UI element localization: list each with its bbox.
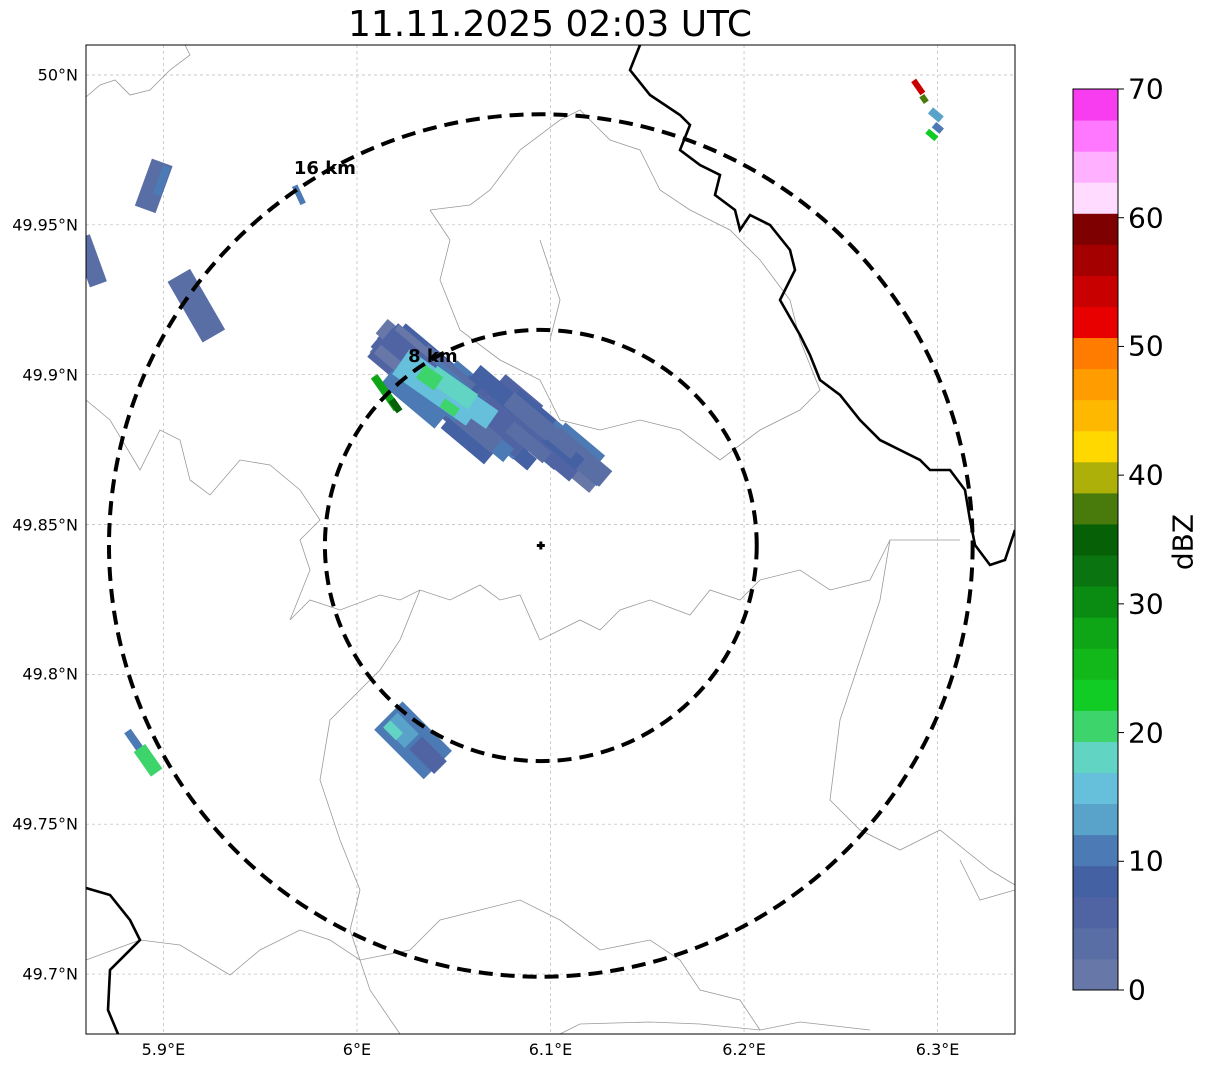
echo-patch [409, 736, 447, 775]
echo-patch [86, 234, 107, 288]
lat-tick-label: 49.9°N [22, 365, 78, 385]
echo-patch [927, 107, 944, 123]
colorbar-segment [1073, 461, 1118, 494]
colorbar-segment [1073, 492, 1118, 525]
colorbar-segment [1073, 89, 1118, 121]
colorbar-segment [1073, 430, 1118, 463]
colorbar-tick-label: 50 [1128, 329, 1164, 363]
colorbar-segment [1073, 244, 1118, 276]
lon-tick-label: 6°E [342, 1040, 372, 1059]
colorbar-segment [1073, 151, 1118, 183]
echo-patch [133, 743, 163, 777]
range-ring-label: 8 km [408, 345, 458, 367]
colorbar-segment [1073, 865, 1118, 898]
colorbar-segment [1073, 958, 1118, 991]
colorbar-tick-label: 40 [1128, 458, 1164, 492]
map-gridlines [86, 45, 1015, 1034]
radar-site-marker [536, 541, 545, 550]
colorbar-tick-label: 70 [1128, 72, 1164, 106]
lat-tick-label: 49.8°N [22, 664, 78, 684]
colorbar-segment [1073, 337, 1118, 370]
lat-tick-label: 49.95°N [12, 215, 78, 235]
colorbar-tick-label: 60 [1128, 201, 1164, 235]
colorbar-segment [1073, 275, 1118, 307]
lon-tick-label: 6.2°E [722, 1040, 766, 1059]
radar-echoes [86, 78, 944, 780]
colorbar-segment [1073, 586, 1118, 618]
range-ring [106, 112, 975, 979]
colorbar-segment [1073, 803, 1118, 836]
colorbar-unit-label: dBZ [1166, 513, 1200, 571]
lat-tick-label: 50°N [37, 65, 78, 85]
echo-patch [167, 268, 226, 343]
lon-tick-label: 6.1°E [528, 1040, 573, 1059]
colorbar-segment [1073, 399, 1118, 432]
colorbar-segment [1073, 710, 1118, 742]
echo-patch [919, 93, 929, 104]
colorbar-segment [1073, 523, 1118, 556]
echo-patch [383, 712, 419, 748]
colorbar-segment [1073, 741, 1118, 774]
echo-patch [505, 421, 552, 464]
lon-tick-label: 5.9°E [141, 1040, 186, 1059]
admin-boundaries [86, 45, 1015, 1034]
colorbar-segment [1073, 555, 1118, 587]
colorbar-tick-label: 30 [1128, 587, 1164, 621]
echo-patch [416, 364, 444, 391]
colorbar-segment [1073, 927, 1118, 960]
echo-patch [440, 413, 497, 465]
colorbar-segment [1073, 120, 1118, 152]
dbz-colorbar [1073, 88, 1124, 991]
colorbar-segment [1073, 834, 1118, 867]
range-ring-label: 16 km [293, 158, 356, 180]
lat-tick-label: 49.85°N [12, 515, 78, 534]
colorbar-segment [1073, 182, 1118, 214]
colorbar-tick-label: 0 [1128, 973, 1146, 1007]
echo-patch [503, 391, 557, 441]
echo-patch [925, 128, 939, 142]
colorbar-tick-label: 10 [1128, 844, 1164, 878]
colorbar-segment [1073, 896, 1118, 929]
map-title: 11.11.2025 02:03 UTC [347, 4, 753, 45]
colorbar-segment [1073, 648, 1118, 680]
range-rings [106, 112, 975, 979]
colorbar-segment [1073, 213, 1118, 245]
colorbar-segment [1073, 617, 1118, 649]
national-border [86, 45, 1015, 1034]
echo-patch [383, 720, 403, 741]
colorbar-segment [1073, 368, 1118, 401]
echo-patch [388, 397, 403, 414]
echo-patch [439, 398, 460, 417]
lon-tick-label: 6.3°E [915, 1040, 960, 1059]
colorbar-segment [1073, 679, 1118, 711]
echo-patch [152, 165, 171, 197]
range-ring [322, 327, 759, 764]
colorbar-segment [1073, 772, 1118, 805]
lat-tick-label: 49.7°N [22, 964, 78, 984]
echo-patch [911, 78, 926, 96]
echo-patch [931, 122, 944, 134]
colorbar-tick-label: 20 [1128, 716, 1164, 750]
lat-tick-label: 49.75°N [12, 814, 78, 834]
colorbar-segment [1073, 306, 1118, 339]
